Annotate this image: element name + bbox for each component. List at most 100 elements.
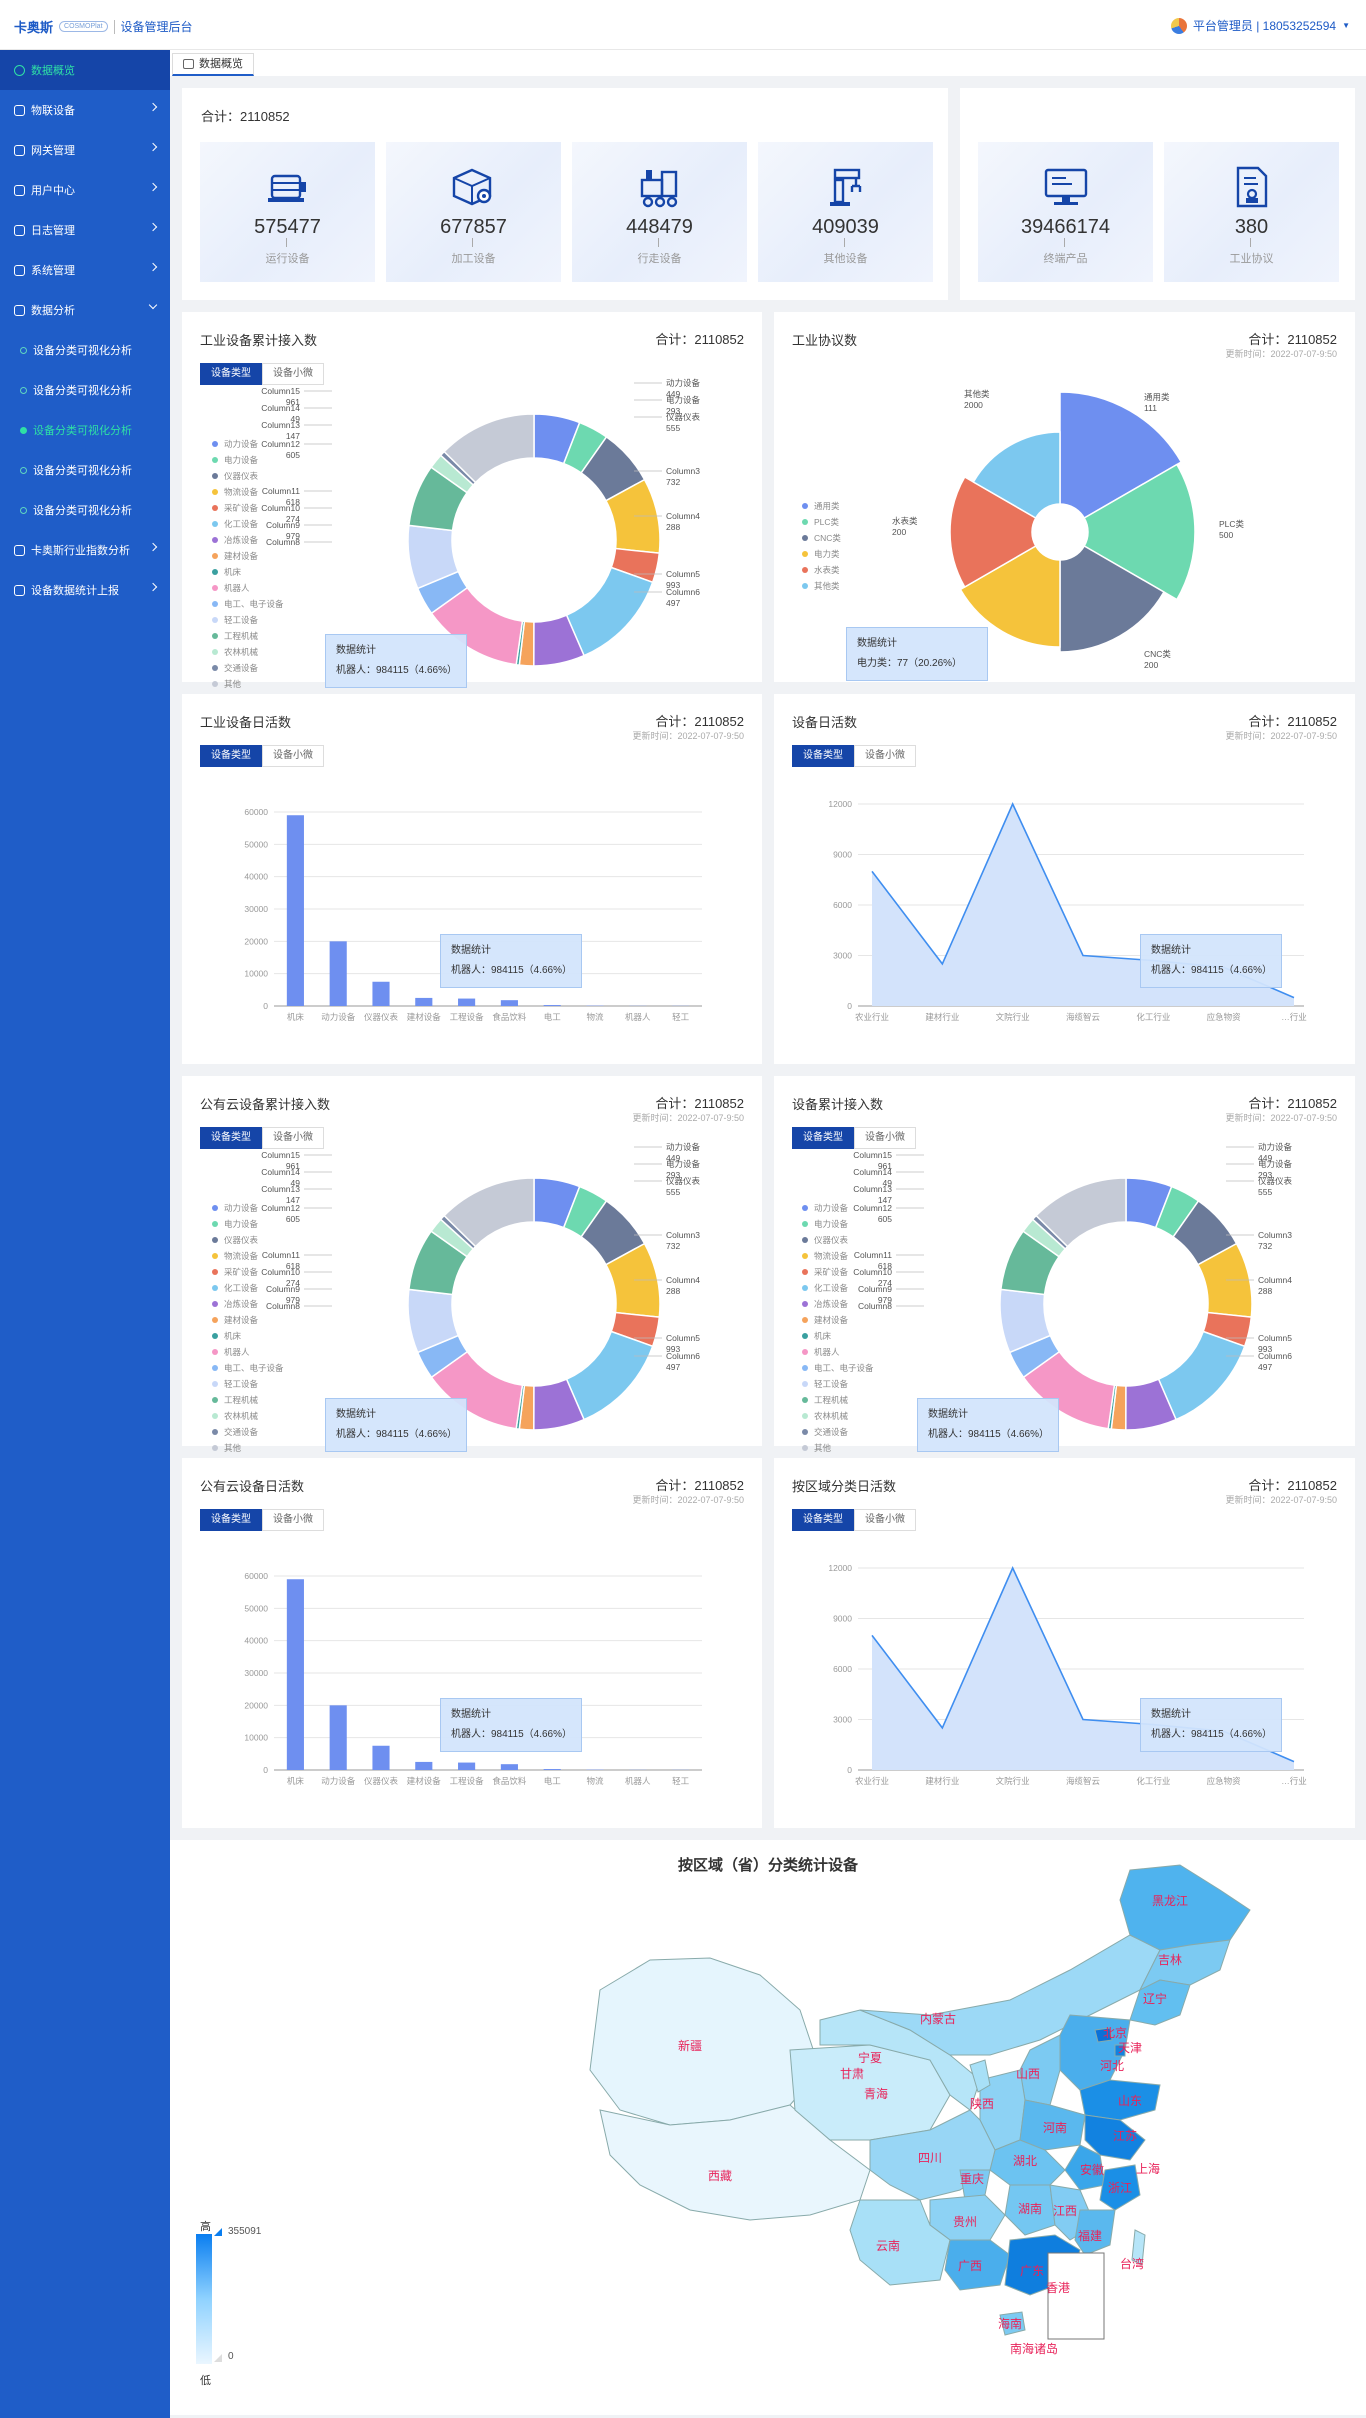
legend-item[interactable]: 电工、电子设备 [212, 1360, 284, 1376]
sidebar-item-system[interactable]: 系统管理 [0, 250, 170, 290]
legend-item[interactable]: 农林机械 [802, 1408, 874, 1424]
legend-item[interactable]: CNC类 [802, 530, 841, 546]
province-label[interactable]: 云南 [876, 2238, 900, 2253]
province-label[interactable]: 宁夏 [858, 2050, 882, 2065]
toggle-device-micro[interactable]: 设备小微 [262, 1509, 324, 1531]
legend-item[interactable]: 电力类 [802, 546, 841, 562]
toggle-device-micro[interactable]: 设备小微 [262, 363, 324, 385]
province-label[interactable]: 江苏 [1113, 2129, 1137, 2143]
legend-item[interactable]: 动力设备 [802, 1200, 874, 1216]
legend-item[interactable]: 电工、电子设备 [212, 596, 284, 612]
rose-segment[interactable] [1083, 463, 1196, 601]
donut-segment[interactable] [565, 566, 654, 657]
province-label[interactable]: 北京 [1103, 2026, 1127, 2040]
sidebar-item-iot-devices[interactable]: 物联设备 [0, 90, 170, 130]
province-label[interactable]: 台湾 [1120, 2256, 1144, 2271]
user-name[interactable]: 平台管理员 | 18053252594 [1192, 19, 1337, 33]
legend-item[interactable]: 仪器仪表 [802, 1232, 874, 1248]
tab-overview[interactable]: 数据概览 [172, 53, 254, 76]
rose-segment[interactable] [1059, 544, 1165, 653]
toggle-device-type[interactable]: 设备类型 [200, 1127, 262, 1149]
rose-segment[interactable] [949, 475, 1037, 589]
toggle-device-type[interactable]: 设备类型 [200, 363, 262, 385]
donut-segment[interactable] [565, 1330, 654, 1421]
legend-item[interactable]: 工程机械 [802, 1392, 874, 1408]
sidebar-item-logs[interactable]: 日志管理 [0, 210, 170, 250]
legend-item[interactable]: 机床 [212, 1328, 284, 1344]
legend-item[interactable]: 轻工设备 [212, 1376, 284, 1392]
province-label[interactable]: 浙江 [1108, 2181, 1132, 2195]
legend-item[interactable]: 采矿设备 [212, 1264, 284, 1280]
sidebar-subitem[interactable]: 设备分类可视化分析 [0, 370, 170, 410]
stat-terminal[interactable]: 39466174 终端产品 [978, 142, 1153, 282]
bar[interactable] [286, 815, 304, 1006]
rose-segment[interactable] [972, 431, 1061, 520]
toggle-device-type[interactable]: 设备类型 [792, 1509, 854, 1531]
legend-item[interactable]: 其他 [802, 1440, 874, 1456]
toggle-device-micro[interactable]: 设备小微 [854, 1509, 916, 1531]
legend-item[interactable]: 冶炼设备 [802, 1296, 874, 1312]
toggle-device-micro[interactable]: 设备小微 [262, 1127, 324, 1149]
legend-item[interactable]: 机器人 [212, 580, 284, 596]
legend-item[interactable]: 交通设备 [802, 1424, 874, 1440]
legend-item[interactable]: 机器人 [212, 1344, 284, 1360]
legend-item[interactable]: 动力设备 [212, 1200, 284, 1216]
province-label[interactable]: 江西 [1053, 2204, 1077, 2218]
toggle-device-type[interactable]: 设备类型 [792, 745, 854, 767]
legend-item[interactable]: 轻工设备 [802, 1376, 874, 1392]
province-label[interactable]: 山东 [1118, 2094, 1142, 2108]
bar[interactable] [329, 941, 347, 1006]
province-label[interactable]: 重庆 [960, 2172, 984, 2186]
caret-down-icon[interactable]: ▼ [1342, 21, 1350, 30]
province-label[interactable]: 湖南 [1018, 2201, 1042, 2216]
stat-other[interactable]: 409039 其他设备 [758, 142, 933, 282]
province-label[interactable]: 陕西 [970, 2096, 994, 2111]
legend-item[interactable]: 机床 [212, 564, 284, 580]
bar[interactable] [543, 1769, 561, 1770]
legend-item[interactable]: 化工设备 [212, 1280, 284, 1296]
bar[interactable] [500, 1000, 518, 1006]
province-label[interactable]: 福建 [1078, 2228, 1102, 2243]
legend-item[interactable]: 电力设备 [212, 1216, 284, 1232]
legend-item[interactable]: 其他 [212, 1440, 284, 1456]
bar[interactable] [458, 1762, 476, 1770]
province-label[interactable]: 黑龙江 [1152, 1894, 1188, 1908]
legend-item[interactable]: 物流设备 [212, 1248, 284, 1264]
toggle-device-micro[interactable]: 设备小微 [262, 745, 324, 767]
stat-protocol[interactable]: 380 工业协议 [1164, 142, 1339, 282]
legend-item[interactable]: 农林机械 [212, 1408, 284, 1424]
legend-item[interactable]: 冶炼设备 [212, 1296, 284, 1312]
legend-item[interactable]: 仪器仪表 [212, 468, 284, 484]
sidebar-subitem[interactable]: 设备分类可视化分析 [0, 490, 170, 530]
donut-segment[interactable] [1157, 1330, 1246, 1421]
legend-item[interactable]: 电力设备 [802, 1216, 874, 1232]
visualmap-max-handle[interactable] [214, 2228, 222, 2236]
visualmap-min-handle[interactable] [214, 2354, 222, 2362]
legend-item[interactable]: 工程机械 [212, 628, 284, 644]
province-label[interactable]: 南海诸岛 [1010, 2341, 1058, 2356]
province-label[interactable]: 河北 [1100, 2059, 1124, 2073]
sidebar-subitem-active[interactable]: 设备分类可视化分析 [0, 410, 170, 450]
legend-item[interactable]: 采矿设备 [212, 500, 284, 516]
legend-item[interactable]: 交通设备 [212, 660, 284, 676]
sidebar-item-analysis[interactable]: 数据分析 [0, 290, 170, 330]
province-label[interactable]: 四川 [918, 2151, 942, 2165]
legend-item[interactable]: 动力设备 [212, 436, 284, 452]
province-label[interactable]: 香港 [1046, 2281, 1070, 2295]
rose-segment[interactable] [1059, 391, 1183, 520]
sidebar-item-gateway[interactable]: 网关管理 [0, 130, 170, 170]
donut-segment[interactable] [443, 1177, 535, 1248]
toggle-device-type[interactable]: 设备类型 [200, 745, 262, 767]
bar[interactable] [372, 1745, 390, 1770]
province-label[interactable]: 山西 [1016, 2067, 1040, 2081]
sidebar-item-overview[interactable]: 数据概览 [0, 50, 170, 90]
bar[interactable] [543, 1005, 561, 1006]
province-label[interactable]: 吉林 [1158, 1953, 1182, 1967]
donut-segment[interactable] [443, 413, 535, 484]
province-label[interactable]: 广东 [1020, 2264, 1044, 2278]
toggle-device-micro[interactable]: 设备小微 [854, 1127, 916, 1149]
legend-item[interactable]: 电力设备 [212, 452, 284, 468]
sidebar-subitem[interactable]: 设备分类可视化分析 [0, 330, 170, 370]
stat-moving[interactable]: 448479 行走设备 [572, 142, 747, 282]
toggle-device-type[interactable]: 设备类型 [200, 1509, 262, 1531]
